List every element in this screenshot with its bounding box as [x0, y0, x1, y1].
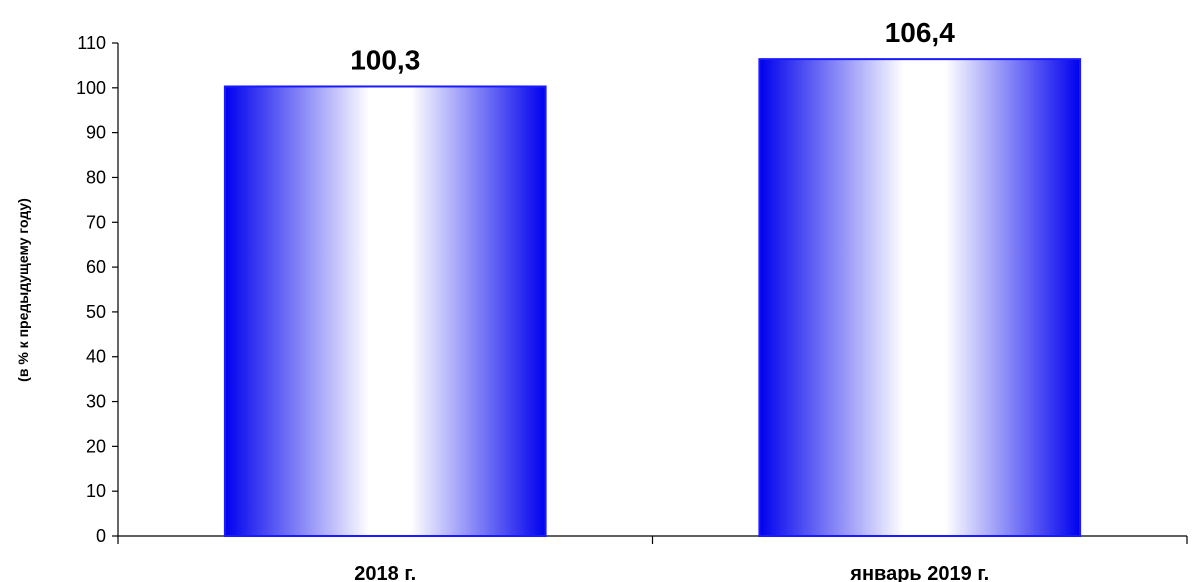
y-tick-label: 40	[86, 347, 106, 367]
y-tick-label: 10	[86, 481, 106, 501]
y-tick-label: 50	[86, 302, 106, 322]
y-tick-label: 0	[96, 526, 106, 546]
bar-value-label: 100,3	[350, 44, 420, 75]
x-category-label: январь 2019 г.	[849, 563, 989, 582]
y-tick-label: 80	[86, 167, 106, 187]
bar	[758, 58, 1082, 537]
y-axis: 0 10 20 30 40 50 60 70 80 90 100 110	[76, 33, 119, 546]
y-tick-label: 20	[86, 436, 106, 456]
y-axis-title: (в % к предыдущему году)	[15, 198, 31, 382]
data-labels: 100,3 2018 г. 106,4 январь 2019 г.	[350, 17, 989, 582]
x-axis	[117, 535, 1188, 544]
x-category-label: 2018 г.	[354, 563, 416, 582]
y-tick-label: 70	[86, 212, 106, 232]
y-tick-label: 90	[86, 123, 106, 143]
bars	[223, 58, 1082, 537]
bar	[223, 85, 547, 537]
y-tick-label: 100	[76, 78, 106, 98]
bar-value-label: 106,4	[885, 17, 955, 48]
y-tick-label: 110	[77, 33, 106, 53]
y-tick-label: 60	[86, 257, 106, 277]
y-tick-label: 30	[86, 392, 106, 412]
